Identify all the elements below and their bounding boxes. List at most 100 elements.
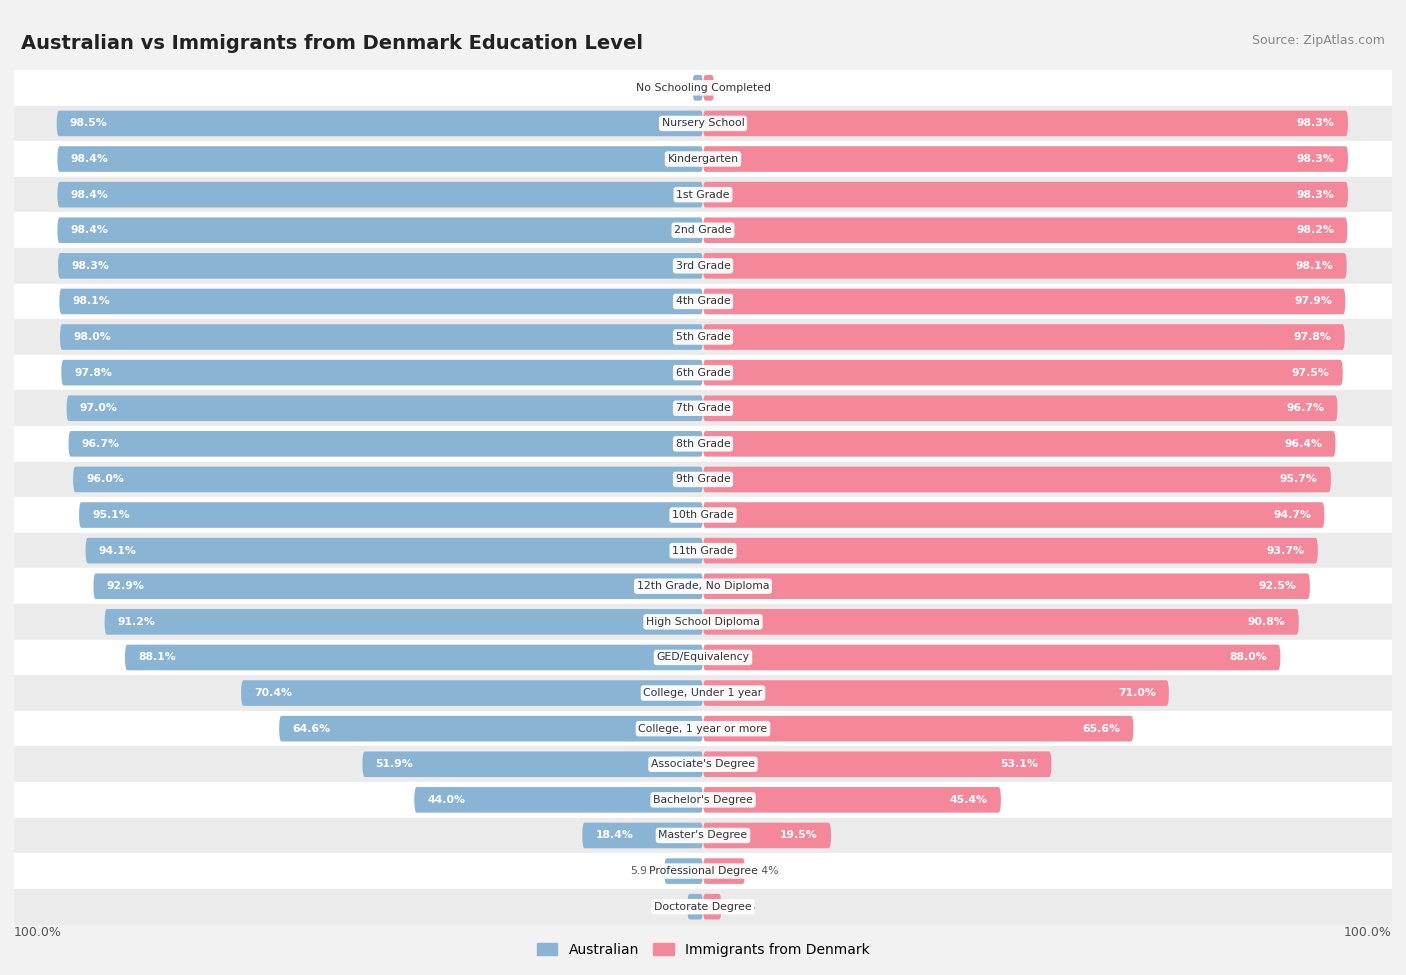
- Text: 95.7%: 95.7%: [1279, 475, 1317, 485]
- Text: 95.1%: 95.1%: [93, 510, 129, 520]
- FancyBboxPatch shape: [703, 217, 1347, 243]
- Bar: [14, 213, 1392, 248]
- FancyBboxPatch shape: [703, 894, 721, 919]
- Text: 98.4%: 98.4%: [70, 189, 108, 200]
- Bar: [14, 640, 1392, 676]
- FancyBboxPatch shape: [703, 787, 1001, 813]
- Bar: [14, 141, 1392, 176]
- Text: Professional Degree: Professional Degree: [648, 866, 758, 877]
- Text: 1.7%: 1.7%: [721, 83, 748, 93]
- FancyBboxPatch shape: [703, 573, 1310, 599]
- Text: 70.4%: 70.4%: [254, 688, 292, 698]
- Text: 10th Grade: 10th Grade: [672, 510, 734, 520]
- Text: 98.2%: 98.2%: [1296, 225, 1334, 235]
- FancyBboxPatch shape: [56, 110, 703, 136]
- FancyBboxPatch shape: [703, 75, 714, 100]
- FancyBboxPatch shape: [703, 146, 1348, 172]
- Text: 53.1%: 53.1%: [1001, 760, 1038, 769]
- Bar: [14, 355, 1392, 390]
- Bar: [14, 176, 1392, 213]
- Text: 98.1%: 98.1%: [1296, 261, 1333, 271]
- FancyBboxPatch shape: [58, 254, 703, 279]
- Text: 6.4%: 6.4%: [752, 866, 779, 877]
- Text: 19.5%: 19.5%: [780, 831, 818, 840]
- Text: No Schooling Completed: No Schooling Completed: [636, 83, 770, 93]
- Text: 98.3%: 98.3%: [1296, 189, 1334, 200]
- Text: 11th Grade: 11th Grade: [672, 546, 734, 556]
- Text: 5th Grade: 5th Grade: [676, 332, 730, 342]
- Text: 97.5%: 97.5%: [1292, 368, 1330, 377]
- Text: College, Under 1 year: College, Under 1 year: [644, 688, 762, 698]
- Text: 92.9%: 92.9%: [107, 581, 145, 591]
- FancyBboxPatch shape: [703, 254, 1347, 279]
- Text: 93.7%: 93.7%: [1267, 546, 1305, 556]
- Text: 88.0%: 88.0%: [1229, 652, 1267, 662]
- Text: High School Diploma: High School Diploma: [647, 617, 759, 627]
- Text: 98.4%: 98.4%: [70, 225, 108, 235]
- Text: 2nd Grade: 2nd Grade: [675, 225, 731, 235]
- Text: 2.4%: 2.4%: [654, 902, 681, 912]
- Text: 94.1%: 94.1%: [98, 546, 136, 556]
- Text: 98.3%: 98.3%: [1296, 118, 1334, 129]
- Text: 91.2%: 91.2%: [118, 617, 156, 627]
- Bar: [14, 248, 1392, 284]
- Text: 97.9%: 97.9%: [1295, 296, 1333, 306]
- FancyBboxPatch shape: [703, 644, 1281, 670]
- Text: 18.4%: 18.4%: [595, 831, 633, 840]
- Bar: [14, 319, 1392, 355]
- FancyBboxPatch shape: [363, 752, 703, 777]
- Text: 90.8%: 90.8%: [1249, 617, 1285, 627]
- Bar: [14, 70, 1392, 105]
- Text: 7th Grade: 7th Grade: [676, 404, 730, 413]
- Bar: [14, 390, 1392, 426]
- Text: Bachelor's Degree: Bachelor's Degree: [652, 795, 754, 805]
- FancyBboxPatch shape: [703, 681, 1168, 706]
- Text: 9th Grade: 9th Grade: [676, 475, 730, 485]
- FancyBboxPatch shape: [703, 716, 1133, 741]
- Text: 92.5%: 92.5%: [1258, 581, 1296, 591]
- FancyBboxPatch shape: [703, 467, 1331, 492]
- FancyBboxPatch shape: [703, 752, 1052, 777]
- FancyBboxPatch shape: [125, 644, 703, 670]
- Text: 3rd Grade: 3rd Grade: [675, 261, 731, 271]
- Text: College, 1 year or more: College, 1 year or more: [638, 723, 768, 733]
- Text: Doctorate Degree: Doctorate Degree: [654, 902, 752, 912]
- Text: 98.5%: 98.5%: [70, 118, 108, 129]
- Text: Australian vs Immigrants from Denmark Education Level: Australian vs Immigrants from Denmark Ed…: [21, 34, 643, 53]
- FancyBboxPatch shape: [59, 289, 703, 314]
- Bar: [14, 818, 1392, 853]
- FancyBboxPatch shape: [93, 573, 703, 599]
- FancyBboxPatch shape: [104, 609, 703, 635]
- FancyBboxPatch shape: [58, 217, 703, 243]
- FancyBboxPatch shape: [703, 502, 1324, 527]
- FancyBboxPatch shape: [703, 396, 1337, 421]
- Text: 12th Grade, No Diploma: 12th Grade, No Diploma: [637, 581, 769, 591]
- Text: 5.9%: 5.9%: [630, 866, 658, 877]
- FancyBboxPatch shape: [703, 110, 1348, 136]
- Text: 96.4%: 96.4%: [1285, 439, 1323, 448]
- Text: 100.0%: 100.0%: [14, 926, 62, 939]
- FancyBboxPatch shape: [703, 181, 1348, 208]
- Text: 4th Grade: 4th Grade: [676, 296, 730, 306]
- FancyBboxPatch shape: [703, 289, 1346, 314]
- Text: 96.0%: 96.0%: [86, 475, 124, 485]
- Bar: [14, 604, 1392, 640]
- Bar: [14, 497, 1392, 533]
- FancyBboxPatch shape: [703, 325, 1344, 350]
- FancyBboxPatch shape: [60, 325, 703, 350]
- FancyBboxPatch shape: [693, 75, 703, 100]
- FancyBboxPatch shape: [703, 858, 745, 884]
- Text: 98.3%: 98.3%: [1296, 154, 1334, 164]
- Text: Associate's Degree: Associate's Degree: [651, 760, 755, 769]
- Bar: [14, 747, 1392, 782]
- FancyBboxPatch shape: [69, 431, 703, 456]
- Text: 98.3%: 98.3%: [72, 261, 110, 271]
- Bar: [14, 782, 1392, 818]
- FancyBboxPatch shape: [79, 502, 703, 527]
- Bar: [14, 889, 1392, 924]
- FancyBboxPatch shape: [58, 146, 703, 172]
- Text: 44.0%: 44.0%: [427, 795, 465, 805]
- Bar: [14, 105, 1392, 141]
- Text: Kindergarten: Kindergarten: [668, 154, 738, 164]
- FancyBboxPatch shape: [703, 360, 1343, 385]
